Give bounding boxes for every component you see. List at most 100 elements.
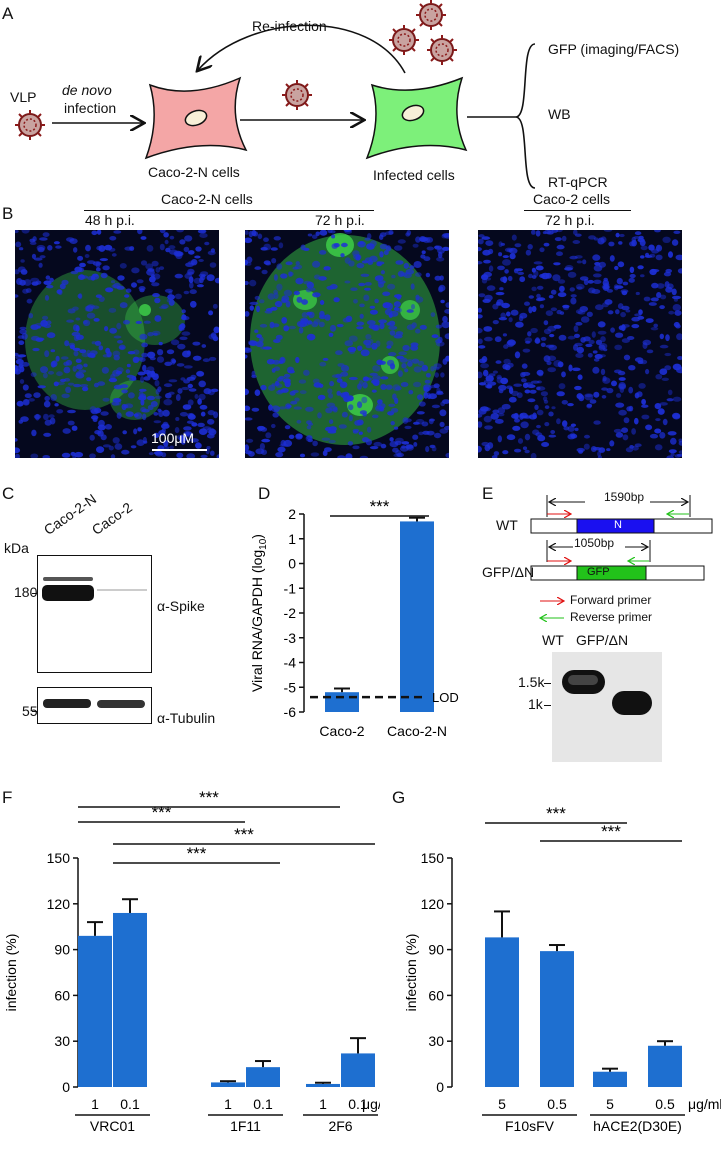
marker-1-5k: 1.5k — [518, 674, 545, 690]
readout-wb: WB — [548, 106, 571, 122]
marker-180: 180 — [14, 584, 38, 600]
gfpdn-construct-label: GFP/ΔN — [482, 564, 535, 580]
y-tick-label: -1 — [284, 580, 297, 596]
time-72h-caco2-label: 72 h p.i. — [545, 212, 595, 228]
significance-label: *** — [234, 825, 254, 844]
bar — [540, 951, 574, 1087]
virus-icon — [426, 34, 458, 66]
dose-label: 1 — [224, 1096, 232, 1112]
bar — [246, 1067, 280, 1087]
caco2n-cells-label: Caco-2-N cells — [148, 164, 240, 180]
time-72h-label: 72 h p.i. — [315, 212, 365, 228]
infection-label: infection — [64, 100, 117, 116]
y-tick-label: 2 — [288, 506, 296, 522]
micrograph-72h — [245, 230, 449, 458]
y-tick-label: 0 — [436, 1079, 444, 1095]
significance-label: *** — [370, 497, 390, 516]
tubulin-band — [97, 700, 145, 708]
y-tick-label: 120 — [421, 896, 445, 912]
marker-55: 55 — [22, 703, 38, 719]
gfp-gene — [576, 565, 647, 581]
y-tick-label: 30 — [428, 1033, 444, 1049]
y-tick-label: 60 — [428, 987, 444, 1003]
virus-icon — [415, 0, 447, 31]
wt-construct-label: WT — [496, 517, 518, 533]
panel-label-d: D — [258, 484, 271, 503]
dose-label: 5 — [498, 1096, 506, 1112]
readout-gfp: GFP (imaging/FACS) — [548, 41, 680, 57]
y-axis-label: infection (%) — [3, 934, 19, 1012]
y-tick-label: 150 — [47, 850, 71, 866]
virus-icon — [14, 109, 46, 141]
bar — [325, 692, 359, 712]
y-tick-label: 120 — [47, 896, 71, 912]
n-gene — [576, 518, 655, 534]
y-tick-label: 30 — [54, 1033, 70, 1049]
panel-label-g: G — [392, 788, 406, 807]
significance-label: *** — [187, 844, 207, 863]
dose-label: 0.1 — [120, 1096, 140, 1112]
unit-label: μg/ml — [362, 1096, 380, 1112]
bar — [485, 937, 519, 1087]
time-48h-label: 48 h p.i. — [85, 212, 135, 228]
chart-d: -6 -5 -4 -3 -2 -1 0 1 2 Viral RNA/GAPDH (log10) LO… — [249, 497, 459, 739]
group-caco2n-label: Caco-2-N cells — [161, 191, 253, 207]
dose-label: 0.5 — [655, 1096, 675, 1112]
forward-primer-legend: Forward primer — [570, 593, 652, 607]
bar — [648, 1045, 682, 1087]
tubulin-band — [43, 699, 91, 708]
vlp-label: VLP — [10, 89, 37, 105]
spike-band — [42, 585, 94, 601]
kda-label: kDa — [4, 540, 29, 556]
dose-label: 1 — [319, 1096, 327, 1112]
x-tick-label: Caco-2 — [319, 723, 364, 739]
y-tick-label: 1 — [288, 531, 296, 547]
y-tick-label: 0 — [288, 556, 296, 572]
scale-bar — [152, 449, 207, 451]
dose-label: 0.1 — [253, 1096, 273, 1112]
reinfection-label: Re-infection — [252, 18, 327, 34]
significance-label: *** — [152, 803, 172, 822]
group-caco2-label: Caco-2 cells — [533, 191, 611, 207]
group-label: 1F11 — [230, 1118, 261, 1134]
chart-g: 0 30 60 90 120 150 infection (%) 5 0.5 F10sFV 5 0.5… — [403, 804, 721, 1134]
y-tick-label: -6 — [284, 704, 297, 720]
y-tick-label: 90 — [54, 942, 70, 958]
unit-label: μg/ml — [688, 1096, 721, 1112]
group-label: 2F6 — [328, 1118, 352, 1134]
bar — [400, 521, 434, 712]
virus-icon — [388, 24, 420, 56]
bar — [306, 1083, 340, 1087]
bp1050-label: 1050bp — [574, 536, 615, 550]
bp1590-label: 1590bp — [604, 490, 645, 504]
x-tick-label: Caco-2-N — [387, 723, 447, 739]
dose-label: 5 — [606, 1096, 614, 1112]
tubulin-label: α-Tubulin — [157, 710, 216, 726]
western-blot — [37, 555, 152, 724]
gfp-gene-label: GFP — [587, 566, 610, 578]
gel-lane-wt: WT — [542, 632, 564, 648]
reinfection-arrow — [198, 24, 406, 74]
lod-label: LOD — [432, 690, 459, 705]
spike-label: α-Spike — [157, 598, 205, 614]
panel-label-f: F — [2, 788, 13, 807]
significance-label: *** — [199, 790, 219, 807]
bar — [341, 1053, 375, 1087]
significance-label: *** — [601, 822, 621, 841]
bar — [593, 1071, 627, 1087]
gel-lane-gfpdn: GFP/ΔN — [576, 632, 629, 648]
schematic-a — [14, 0, 536, 189]
virus-icon — [281, 79, 313, 111]
marker-1k: 1k — [528, 696, 543, 712]
chart-f: 0 30 60 90 120 150 infection (%) 1 0.1 VRC01 1 0.1 1… — [3, 790, 380, 1134]
y-tick-label: 150 — [421, 850, 445, 866]
panel-label-a: A — [2, 4, 14, 23]
panel-label-b: B — [2, 204, 14, 223]
y-axis-label: Viral RNA/GAPDH (log10) — [249, 534, 269, 692]
y-tick-label: -2 — [284, 605, 297, 621]
dose-label: 0.5 — [547, 1096, 567, 1112]
de-novo-label: de novo — [62, 82, 112, 98]
reverse-primer-legend: Reverse primer — [570, 610, 653, 624]
bar — [211, 1082, 245, 1087]
bar — [113, 912, 147, 1087]
